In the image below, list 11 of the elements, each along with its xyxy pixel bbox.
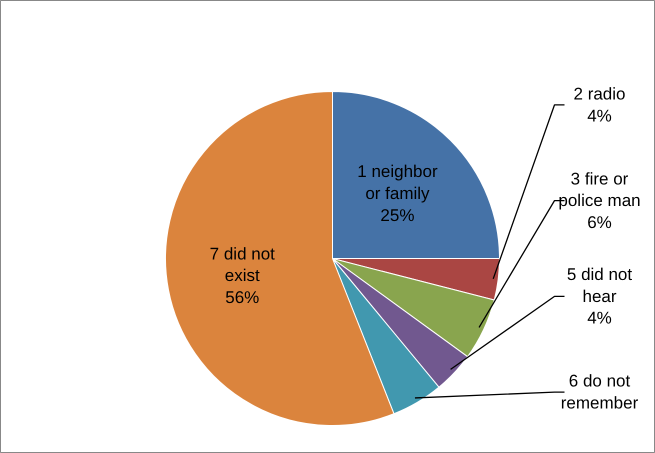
- data-label: 4%: [587, 308, 612, 328]
- slice-label: 3 fire or police man: [558, 169, 641, 210]
- slice-label: 6 do not remember: [560, 372, 639, 413]
- data-label: 25%: [380, 206, 414, 225]
- data-label: 6%: [587, 212, 612, 232]
- slice-label: 7 did not exist: [210, 244, 276, 286]
- slice-label: 1 neighbor or family: [357, 162, 438, 204]
- slice-label: 2 radio: [574, 84, 626, 104]
- slice-label: 5 did not hear: [566, 265, 632, 306]
- data-label: 56%: [225, 288, 260, 308]
- data-label: 4%: [587, 106, 612, 126]
